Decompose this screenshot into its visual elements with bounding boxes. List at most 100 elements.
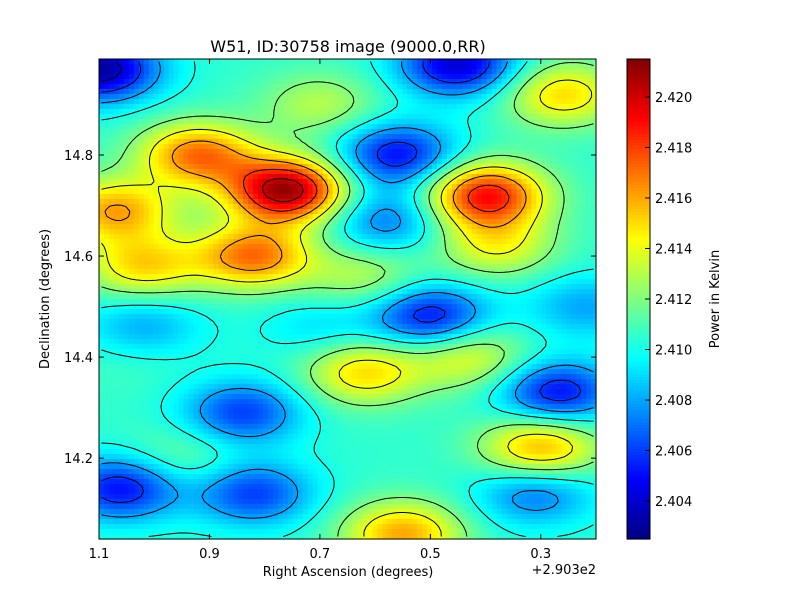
heatmap-cell xyxy=(302,139,309,145)
heatmap-cell xyxy=(213,154,219,160)
heatmap-cell xyxy=(143,289,150,295)
heatmap-cell xyxy=(506,234,513,240)
heatmap-cell xyxy=(407,269,413,275)
heatmap-cell xyxy=(382,129,388,135)
heatmap-cell xyxy=(382,74,388,80)
heatmap-cell xyxy=(243,214,249,220)
heatmap-cell xyxy=(476,134,483,140)
heatmap-cell xyxy=(327,214,334,220)
heatmap-cell xyxy=(263,239,269,245)
heatmap-cell xyxy=(516,184,523,190)
heatmap-cell xyxy=(591,179,597,185)
heatmap-cell xyxy=(586,234,592,240)
heatmap-cell xyxy=(272,189,279,195)
heatmap-cell xyxy=(118,149,125,155)
heatmap-cell xyxy=(317,194,324,200)
heatmap-cell xyxy=(392,149,398,155)
heatmap-cell xyxy=(158,109,165,115)
heatmap-cell xyxy=(436,244,443,250)
heatmap-cell xyxy=(407,189,413,195)
heatmap-cell xyxy=(322,69,329,75)
heatmap-cell xyxy=(461,104,468,110)
heatmap-cell xyxy=(342,259,349,265)
heatmap-cell xyxy=(208,249,214,255)
heatmap-cell xyxy=(178,249,185,255)
heatmap-cell xyxy=(476,64,483,70)
heatmap-cell xyxy=(103,274,110,280)
heatmap-cell xyxy=(223,294,229,300)
heatmap-cell xyxy=(377,174,383,180)
heatmap-cell xyxy=(183,204,190,210)
heatmap-cell xyxy=(486,84,493,90)
heatmap-cell xyxy=(253,299,259,305)
heatmap-cell xyxy=(566,264,572,270)
heatmap-cell xyxy=(362,64,368,70)
heatmap-cell xyxy=(342,119,349,125)
heatmap-cell xyxy=(118,64,125,70)
heatmap-cell xyxy=(556,274,562,280)
heatmap-cell xyxy=(233,179,239,185)
heatmap-cell xyxy=(103,269,110,275)
heatmap-cell xyxy=(541,149,547,155)
heatmap-cell xyxy=(466,244,473,250)
heatmap-cell xyxy=(218,59,224,65)
heatmap-cell xyxy=(382,249,388,255)
heatmap-cell xyxy=(521,219,528,225)
heatmap-cell xyxy=(551,129,557,135)
heatmap-cell xyxy=(372,169,378,175)
heatmap-cell xyxy=(506,119,513,125)
heatmap-cell xyxy=(233,119,239,125)
heatmap-cell xyxy=(327,189,334,195)
heatmap-cell xyxy=(511,89,518,95)
heatmap-cell xyxy=(367,154,373,160)
heatmap-cell xyxy=(407,304,413,310)
heatmap-cell xyxy=(118,169,125,175)
heatmap-cell xyxy=(347,264,354,270)
heatmap-cell xyxy=(213,139,219,145)
heatmap-cell xyxy=(198,159,204,165)
heatmap-cell xyxy=(591,144,597,150)
heatmap-cell xyxy=(387,279,393,285)
heatmap-cell xyxy=(277,274,284,280)
heatmap-cell xyxy=(193,134,199,140)
heatmap-cell xyxy=(178,219,185,225)
heatmap-cell xyxy=(178,154,185,160)
heatmap-cell xyxy=(128,294,135,300)
heatmap-cell xyxy=(451,104,458,110)
heatmap-cell xyxy=(436,164,443,170)
heatmap-cell xyxy=(481,294,488,300)
heatmap-cell xyxy=(322,94,329,100)
heatmap-cell xyxy=(392,254,398,260)
heatmap-cell xyxy=(367,209,373,215)
heatmap-cell xyxy=(322,129,329,135)
heatmap-cell xyxy=(178,199,185,205)
heatmap-cell xyxy=(422,279,428,285)
heatmap-cell xyxy=(337,199,344,205)
heatmap-cell xyxy=(183,104,190,110)
heatmap-cell xyxy=(481,209,488,215)
heatmap-cell xyxy=(213,194,219,200)
heatmap-cell xyxy=(427,204,433,210)
heatmap-cell xyxy=(476,169,483,175)
heatmap-cell xyxy=(466,154,473,160)
heatmap-cell xyxy=(546,234,552,240)
heatmap-cell xyxy=(223,284,229,290)
heatmap-cell xyxy=(427,284,433,290)
heatmap-cell xyxy=(427,134,433,140)
heatmap-cell xyxy=(347,69,354,75)
heatmap-cell xyxy=(431,269,438,275)
heatmap-cell xyxy=(342,109,349,115)
heatmap-cell xyxy=(536,204,542,210)
heatmap-cell xyxy=(536,114,542,120)
heatmap-cell xyxy=(436,169,443,175)
heatmap-cell xyxy=(253,109,259,115)
heatmap-cell xyxy=(263,274,269,280)
heatmap-cell xyxy=(188,304,195,310)
heatmap-cell xyxy=(287,184,294,190)
heatmap-cell xyxy=(243,234,249,240)
heatmap-cell xyxy=(407,84,413,90)
heatmap-cell xyxy=(243,239,249,245)
heatmap-cell xyxy=(307,64,314,70)
heatmap-cell xyxy=(228,99,234,105)
heatmap-cell xyxy=(362,189,368,195)
